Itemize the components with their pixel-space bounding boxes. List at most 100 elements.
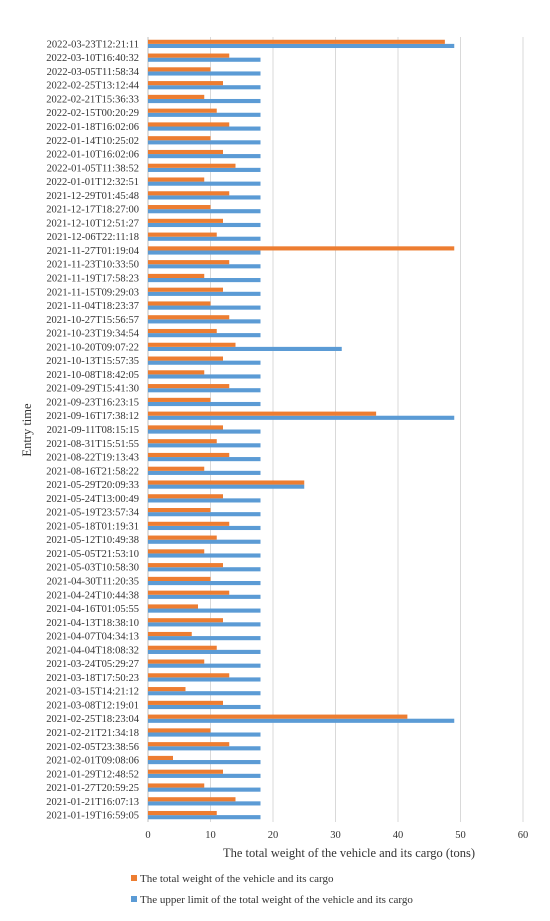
bar-total-weight [148, 631, 192, 637]
x-tick-label: 50 [455, 830, 466, 841]
bar-total-weight [148, 218, 223, 223]
y-tick-label: 2022-01-10T16:02:06 [46, 150, 139, 161]
bar-upper-limit [148, 443, 261, 448]
y-tick-label: 2021-04-24T10:44:38 [46, 590, 139, 601]
bar-total-weight [148, 590, 230, 595]
bar-upper-limit [148, 360, 261, 365]
bar-total-weight [148, 755, 173, 761]
bar-upper-limit [148, 126, 261, 131]
x-tick-label: 60 [518, 830, 529, 841]
y-tick-label: 2021-10-08T18:42:05 [46, 370, 139, 381]
y-tick-label: 2021-12-29T01:45:48 [46, 191, 139, 202]
bar-total-weight [148, 122, 230, 127]
bar-upper-limit [148, 608, 261, 613]
y-tick-label: 2022-01-14T10:25:02 [46, 136, 139, 147]
bar-upper-limit [148, 333, 261, 338]
bar-upper-limit [148, 209, 261, 214]
bar-total-weight [148, 659, 205, 664]
y-tick-label: 2021-02-05T23:38:56 [46, 742, 139, 753]
legend-label-total: The total weight of the vehicle and its … [140, 873, 334, 885]
bar-total-weight [148, 397, 211, 402]
bar-upper-limit [148, 401, 261, 407]
y-tick-label: 2021-10-20T09:07:22 [46, 342, 139, 353]
y-tick-label: 2021-10-23T19:34:54 [46, 329, 139, 340]
bar-total-weight [148, 149, 223, 155]
bar-upper-limit [148, 98, 261, 104]
y-tick-label: 2021-12-10T12:51:27 [46, 218, 139, 229]
bar-total-weight [148, 315, 230, 320]
bar-upper-limit [148, 801, 261, 806]
bar-total-weight [148, 260, 230, 265]
y-tick-label: 2021-04-07T04:34:13 [46, 632, 139, 643]
y-tick-label: 2021-10-13T15:57:35 [46, 356, 139, 367]
x-tick-label: 10 [205, 830, 216, 841]
y-tick-label: 2021-05-03T10:58:30 [46, 563, 139, 574]
bar-total-weight [148, 769, 223, 774]
y-tick-label: 2021-12-17T18:27:00 [46, 205, 139, 216]
y-tick-label: 2021-10-27T15:56:57 [46, 315, 139, 326]
bar-total-weight [148, 673, 230, 678]
bar-total-weight [148, 384, 230, 389]
bar-total-weight [148, 370, 205, 375]
bar-upper-limit [148, 580, 261, 586]
bar-upper-limit [148, 760, 261, 765]
bar-total-weight [148, 81, 223, 86]
bar-upper-limit [148, 388, 261, 393]
bar-upper-limit [148, 525, 261, 531]
y-tick-label: 2021-03-18T17:50:23 [46, 673, 139, 684]
y-tick-label: 2021-04-13T18:38:10 [46, 618, 139, 629]
bar-upper-limit [148, 691, 261, 696]
bar-upper-limit [148, 815, 261, 820]
bar-total-weight [148, 287, 223, 292]
bar-total-weight [148, 452, 230, 458]
y-tick-label: 2021-03-24T05:29:27 [46, 659, 139, 670]
y-tick-label: 2021-11-27T01:19:04 [47, 246, 140, 257]
bar-upper-limit [148, 264, 261, 269]
bar-upper-limit [148, 787, 261, 792]
y-tick-label: 2021-08-16T21:58:22 [46, 466, 139, 477]
y-axis-title: Entry time [20, 403, 34, 457]
y-tick-label: 2021-05-19T23:57:34 [46, 508, 139, 519]
bar-upper-limit [148, 250, 261, 255]
x-axis-title: The total weight of the vehicle and its … [223, 846, 475, 860]
y-tick-label: 2022-02-21T15:36:33 [46, 94, 139, 105]
y-tick-label: 2021-11-15T09:29:03 [47, 287, 139, 298]
bar-upper-limit [148, 539, 261, 544]
bar-total-weight [148, 797, 236, 802]
bar-upper-limit [148, 222, 261, 228]
y-tick-label: 2021-05-29T20:09:33 [46, 480, 139, 491]
y-tick-label: 2021-09-23T16:23:15 [46, 397, 139, 408]
bar-upper-limit [148, 622, 261, 627]
y-tick-label: 2021-02-25T18:23:04 [46, 714, 139, 725]
bar-upper-limit [148, 154, 261, 159]
bar-total-weight [148, 205, 211, 210]
bar-total-weight [148, 328, 217, 334]
bar-upper-limit [148, 677, 261, 682]
x-tick-labels: 0 10 20 30 40 50 60 [145, 830, 528, 841]
bar-upper-limit [148, 305, 261, 310]
bar-total-weight [148, 576, 211, 581]
bar-total-weight [148, 39, 445, 44]
y-tick-label: 2021-11-04T18:23:37 [47, 301, 139, 312]
bar-upper-limit [148, 140, 261, 145]
bar-total-weight [148, 136, 211, 141]
y-tick-label: 2021-05-24T13:00:49 [46, 494, 139, 505]
bar-total-weight [148, 480, 305, 485]
bar-total-weight [148, 94, 205, 99]
bar-total-weight [148, 535, 217, 540]
bar-upper-limit [148, 415, 455, 420]
bar-upper-limit [148, 112, 261, 117]
y-tick-label: 2021-01-27T20:59:25 [46, 783, 139, 794]
bar-upper-limit [148, 732, 261, 737]
y-tick-label: 2022-03-10T16:40:32 [46, 53, 139, 64]
y-tick-label: 2021-04-04T18:08:32 [46, 645, 139, 656]
bar-total-weight [148, 466, 205, 471]
bar-upper-limit [148, 236, 261, 241]
y-tick-label: 2021-04-16T01:05:55 [46, 604, 139, 615]
bar-total-weight [148, 425, 223, 430]
y-tick-label: 2021-01-29T12:48:52 [46, 769, 139, 780]
bar-total-weight [148, 521, 230, 526]
bar-total-weight [148, 411, 377, 416]
